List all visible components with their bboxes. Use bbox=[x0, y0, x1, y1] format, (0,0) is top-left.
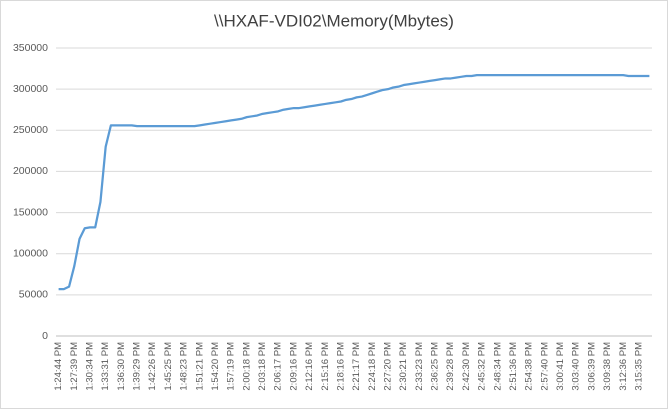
x-tick-label: 1:42:26 PM bbox=[147, 342, 158, 391]
x-tick-label: 3:09:38 PM bbox=[602, 342, 613, 391]
x-tick-label: 3:00:41 PM bbox=[555, 342, 566, 391]
x-tick-label: 1:57:19 PM bbox=[226, 342, 237, 391]
x-tick-label: 2:12:16 PM bbox=[304, 342, 315, 391]
x-tick-label: 1:48:23 PM bbox=[179, 342, 190, 391]
x-tick-label: 1:45:25 PM bbox=[163, 342, 174, 391]
x-tick-label: 2:03:18 PM bbox=[257, 342, 268, 391]
x-tick-label: 1:33:31 PM bbox=[100, 342, 111, 391]
x-tick-label: 1:36:30 PM bbox=[116, 342, 127, 391]
x-tick-label: 1:30:34 PM bbox=[84, 342, 95, 391]
x-tick-label: 1:39:29 PM bbox=[132, 342, 143, 391]
x-tick-label: 2:21:17 PM bbox=[351, 342, 362, 391]
x-tick-label: 1:54:20 PM bbox=[210, 342, 221, 391]
x-tick-label: 2:51:36 PM bbox=[508, 342, 519, 391]
x-tick-label: 2:48:34 PM bbox=[492, 342, 503, 391]
x-tick-label: 2:15:16 PM bbox=[320, 342, 331, 391]
x-tick-label: 3:06:39 PM bbox=[586, 342, 597, 391]
x-tick-label: 2:18:16 PM bbox=[335, 342, 346, 391]
x-tick-label: 1:27:39 PM bbox=[69, 342, 80, 391]
x-tick-label: 1:24:44 PM bbox=[53, 342, 64, 391]
x-tick-label: 3:03:40 PM bbox=[571, 342, 582, 391]
x-tick-label: 2:42:30 PM bbox=[461, 342, 472, 391]
x-tick-label: 2:24:18 PM bbox=[367, 342, 378, 391]
x-tick-label: 2:54:38 PM bbox=[524, 342, 535, 391]
x-tick-label: 2:27:20 PM bbox=[382, 342, 393, 391]
x-tick-label: 2:57:40 PM bbox=[539, 342, 550, 391]
x-tick-label: 3:15:35 PM bbox=[633, 342, 644, 391]
x-tick-label: 2:30:21 PM bbox=[398, 342, 409, 391]
y-tick-label: 350000 bbox=[13, 42, 48, 54]
x-tick-label: 3:12:36 PM bbox=[618, 342, 629, 391]
y-tick-label: 100000 bbox=[13, 247, 48, 259]
x-tick-label: 2:45:32 PM bbox=[477, 342, 488, 391]
y-tick-label: 200000 bbox=[13, 165, 48, 177]
y-tick-label: 150000 bbox=[13, 206, 48, 218]
x-tick-label: 1:51:21 PM bbox=[194, 342, 205, 391]
y-tick-label: 300000 bbox=[13, 83, 48, 95]
y-tick-label: 250000 bbox=[13, 124, 48, 136]
x-tick-label: 2:00:18 PM bbox=[241, 342, 252, 391]
x-tick-label: 2:06:17 PM bbox=[273, 342, 284, 391]
x-tick-label: 2:09:16 PM bbox=[288, 342, 299, 391]
chart-title: \\HXAF-VDI02\Memory(Mbytes) bbox=[214, 11, 454, 30]
x-tick-label: 2:36:25 PM bbox=[430, 342, 441, 391]
x-tick-label: 2:33:23 PM bbox=[414, 342, 425, 391]
x-tick-label: 2:39:28 PM bbox=[445, 342, 456, 391]
y-tick-label: 50000 bbox=[19, 289, 48, 301]
y-tick-label: 0 bbox=[42, 330, 48, 342]
data-line bbox=[58, 74, 650, 291]
